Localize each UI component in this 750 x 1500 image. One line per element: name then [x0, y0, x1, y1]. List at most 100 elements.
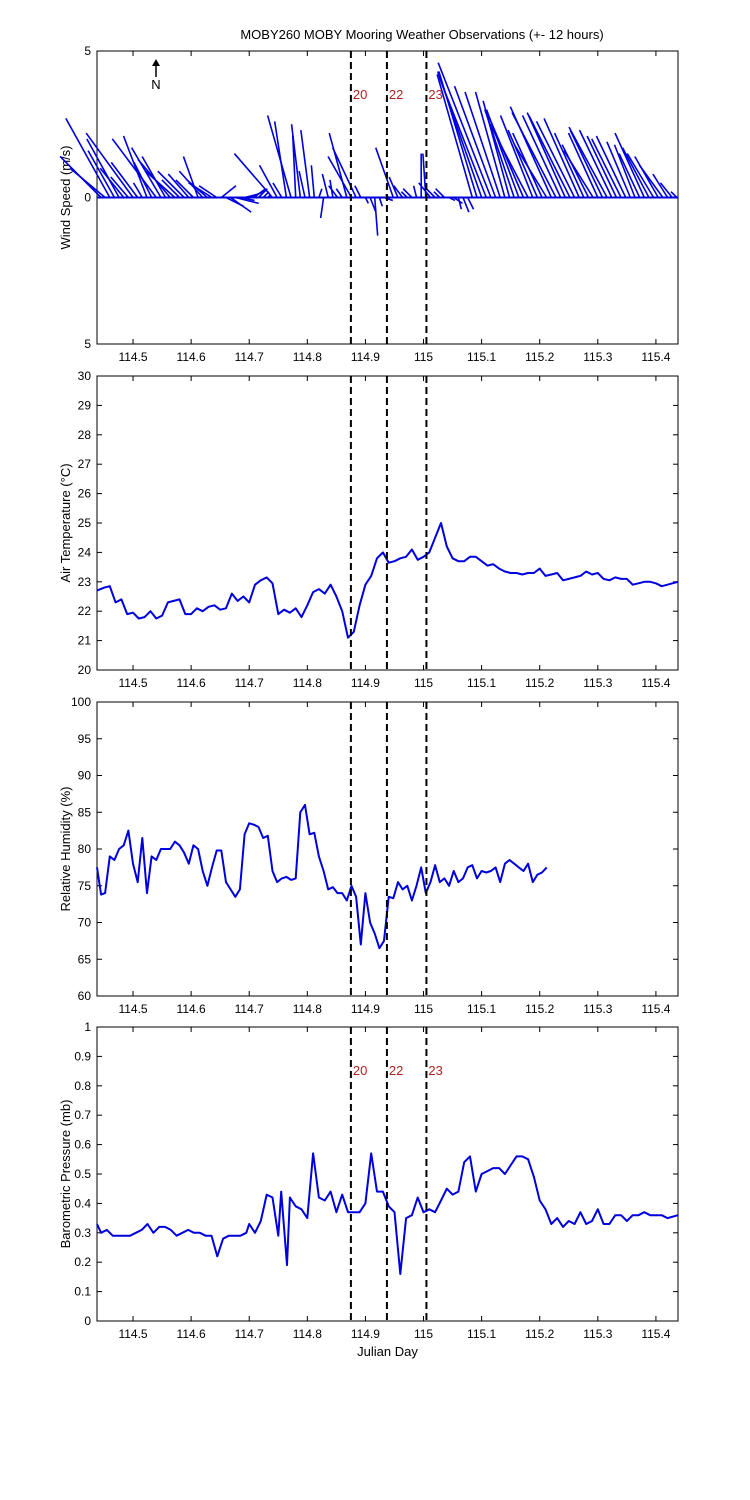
- wind-vector: [327, 156, 353, 198]
- x-tick-label: 114.6: [177, 350, 206, 364]
- event-line-label: 23: [428, 1063, 442, 1078]
- event-line-label: 20: [353, 1063, 367, 1078]
- wind-vector: [474, 91, 506, 198]
- wind-vector: [614, 132, 646, 198]
- x-tick-label: 114.7: [235, 350, 264, 364]
- y-tick-label: 26: [78, 487, 92, 501]
- y-tick-label: 25: [78, 516, 92, 530]
- wind-vector: [86, 138, 120, 198]
- wind-vector: [535, 120, 576, 198]
- y-tick-label: 100: [71, 695, 91, 709]
- wind-vector: [220, 185, 237, 199]
- wind-vector: [659, 182, 673, 198]
- wind-vector: [364, 197, 370, 204]
- y-tick-label: 65: [78, 952, 92, 966]
- x-tick-label: 115: [414, 350, 433, 364]
- wind-vector: [499, 115, 534, 198]
- y-tick-label: 0.9: [74, 1049, 91, 1063]
- x-tick-label: 114.9: [351, 350, 380, 364]
- wind-vector: [230, 196, 252, 213]
- wind-vector: [110, 161, 139, 198]
- x-axis-label: Julian Day: [357, 1344, 418, 1359]
- y-tick-label: 0.5: [74, 1167, 91, 1181]
- x-tick-label: 114.8: [293, 676, 322, 690]
- y-tick-label: 5: [84, 44, 91, 58]
- wind-vector: [258, 164, 278, 198]
- wind-vector: [567, 132, 599, 198]
- x-tick-label: 114.8: [293, 1002, 322, 1016]
- x-tick-label: 114.9: [351, 1327, 380, 1341]
- wind-vector: [586, 135, 618, 198]
- y-tick-label: 0.1: [74, 1285, 91, 1299]
- y-tick-label: 80: [78, 842, 92, 856]
- wind-vector: [513, 144, 548, 198]
- wind-vector: [507, 129, 539, 198]
- wind-vector: [621, 147, 650, 198]
- wind-vector: [328, 132, 348, 198]
- x-tick-label: 115.1: [467, 1327, 496, 1341]
- x-tick-label: 115: [414, 1002, 433, 1016]
- panel-3: 114.5 114.6 114.7 114.8 114.9 115 115.1 115.2 11…: [58, 695, 679, 1016]
- y-axis-label: Relative Humidity (%): [58, 787, 73, 912]
- y-tick-label: 30: [78, 369, 92, 383]
- wind-vector: [484, 109, 515, 198]
- x-tick-label: 115.2: [525, 1327, 554, 1341]
- wind-vector: [425, 188, 436, 199]
- wind-vector: [436, 74, 474, 198]
- wind-vector: [374, 147, 395, 198]
- y-tick-label: 29: [78, 398, 92, 412]
- wind-vector: [435, 188, 446, 199]
- wind-vector: [618, 153, 641, 198]
- wind-vector: [591, 138, 622, 198]
- wind-vector: [568, 126, 608, 198]
- wind-vector: [521, 115, 562, 198]
- x-tick-label: 115.4: [641, 1327, 670, 1341]
- wind-vector: [526, 112, 567, 198]
- y-tick-label: 24: [78, 545, 92, 559]
- x-tick-label: 115.2: [525, 676, 554, 690]
- wind-vector: [606, 141, 632, 198]
- north-arrow-head: [152, 59, 160, 66]
- x-tick-label: 115.2: [525, 350, 554, 364]
- wind-vector: [87, 150, 116, 198]
- x-tick-label: 114.5: [118, 676, 147, 690]
- x-tick-label: 115.3: [583, 1327, 612, 1341]
- y-tick-label: 95: [78, 732, 92, 746]
- wind-vector: [438, 77, 488, 198]
- x-tick-label: 115.2: [525, 1002, 554, 1016]
- x-tick-label: 114.6: [177, 1327, 206, 1341]
- x-tick-label: 115.1: [467, 1002, 496, 1016]
- wind-vector: [266, 115, 292, 198]
- x-tick-label: 114.7: [235, 1002, 264, 1016]
- wind-vector: [335, 188, 343, 198]
- y-tick-label: 0: [84, 191, 91, 205]
- wind-vector: [235, 196, 259, 205]
- y-tick-label: 0.8: [74, 1079, 91, 1093]
- y-axis-label: Barometric Pressure (mb): [58, 1100, 73, 1249]
- x-tick-label: 115.3: [583, 676, 612, 690]
- x-tick-label: 114.5: [118, 1327, 147, 1341]
- wind-vector: [291, 135, 297, 198]
- wind-vector: [373, 197, 379, 236]
- y-tick-label: 0.6: [74, 1138, 91, 1152]
- x-tick-label: 114.8: [293, 350, 322, 364]
- wind-vector: [132, 182, 144, 198]
- event-line-label: 23: [428, 87, 442, 102]
- wind-vector: [161, 179, 181, 199]
- wind-vector: [626, 153, 655, 198]
- wind-vector: [198, 185, 218, 199]
- wind-vector: [272, 182, 283, 198]
- wind-vector: [528, 115, 571, 198]
- y-tick-label: 90: [78, 769, 92, 783]
- wind-vector: [433, 191, 441, 199]
- wind-vector: [111, 138, 157, 198]
- wind-vector: [157, 170, 185, 199]
- wind-vector: [412, 185, 418, 198]
- wind-vector: [462, 197, 470, 213]
- x-tick-label: 115.1: [467, 676, 496, 690]
- y-tick-label: 21: [78, 634, 92, 648]
- x-tick-label: 115: [414, 676, 433, 690]
- x-tick-label: 114.6: [177, 1002, 206, 1016]
- panel-2: 114.5 114.6 114.7 114.8 114.9 115 115.1 115.2 11…: [58, 369, 679, 690]
- y-tick-label: 60: [78, 989, 92, 1003]
